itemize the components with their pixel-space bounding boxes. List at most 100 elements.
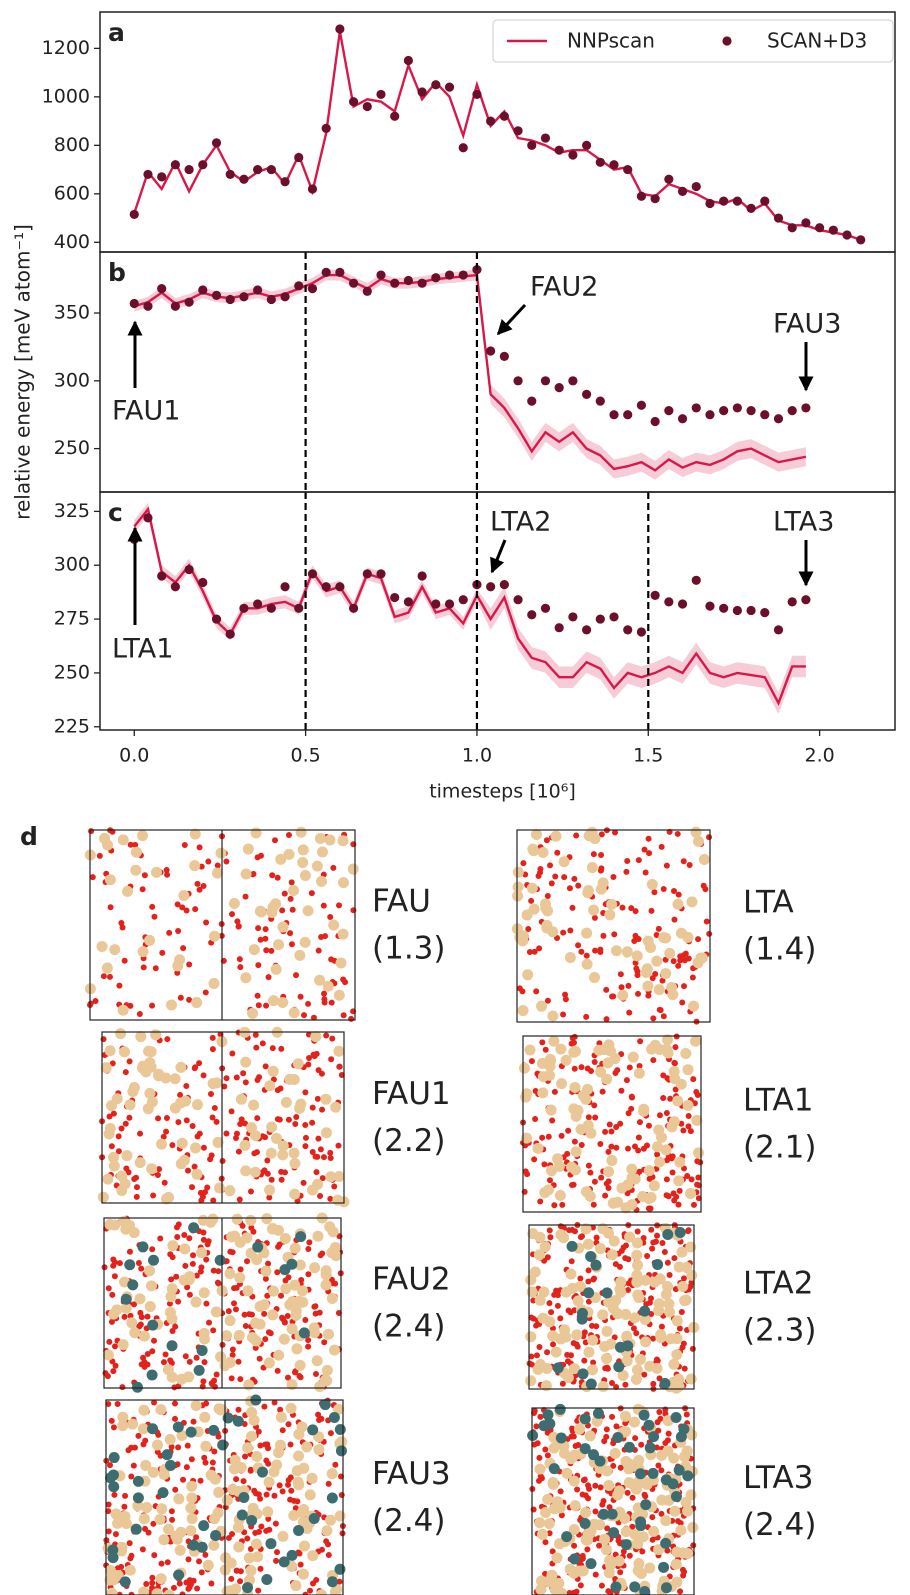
atom xyxy=(541,1363,552,1374)
atom xyxy=(706,931,712,937)
atom xyxy=(671,1060,677,1066)
atom xyxy=(158,1487,169,1498)
atom xyxy=(166,930,172,936)
atom xyxy=(600,933,606,939)
atom xyxy=(264,1080,275,1091)
data-point xyxy=(445,270,454,279)
atom xyxy=(223,1130,229,1136)
atom xyxy=(97,941,108,952)
atom xyxy=(650,1537,656,1543)
atom xyxy=(677,1588,683,1594)
data-point xyxy=(637,192,646,201)
atom xyxy=(164,872,170,878)
atom xyxy=(265,1171,271,1177)
atom xyxy=(172,1487,178,1493)
atom xyxy=(214,1372,220,1378)
annotation-arrow xyxy=(498,305,525,334)
atom xyxy=(273,939,284,950)
atom xyxy=(293,1296,304,1307)
atom xyxy=(318,1146,324,1152)
atom xyxy=(522,910,533,921)
atom xyxy=(581,1186,592,1197)
atom xyxy=(289,1007,300,1018)
atom xyxy=(651,889,657,895)
atom xyxy=(265,1445,271,1451)
atom xyxy=(240,1057,251,1068)
atom xyxy=(641,1372,647,1378)
data-point xyxy=(527,610,536,619)
data-point xyxy=(801,403,810,412)
atom xyxy=(129,1082,140,1093)
atom xyxy=(284,1074,295,1085)
atom xyxy=(141,1066,152,1077)
atom xyxy=(202,1552,208,1558)
atom xyxy=(248,1100,259,1111)
atom xyxy=(636,857,642,863)
atom xyxy=(118,1005,129,1016)
atom xyxy=(299,1540,310,1551)
atom xyxy=(239,1140,250,1151)
atom xyxy=(538,1071,549,1082)
atom xyxy=(255,1077,261,1083)
atom xyxy=(667,989,678,1000)
atom xyxy=(199,1333,210,1344)
atom xyxy=(292,1121,298,1127)
atom xyxy=(663,1298,674,1309)
atom xyxy=(649,1246,655,1252)
atom xyxy=(561,1531,572,1542)
atom xyxy=(302,1317,308,1323)
atom xyxy=(174,1234,180,1240)
atom xyxy=(530,1267,541,1278)
atom xyxy=(165,1434,176,1445)
atom xyxy=(265,1261,271,1267)
atom xyxy=(131,1463,137,1469)
atom xyxy=(147,1096,158,1107)
atom xyxy=(109,1292,115,1298)
atom xyxy=(525,1044,536,1055)
atom xyxy=(270,1045,276,1051)
atom xyxy=(298,844,309,855)
y-tick-label: 350 xyxy=(54,302,90,324)
atom xyxy=(310,1149,316,1155)
atom xyxy=(173,1493,184,1504)
atom xyxy=(145,1301,156,1312)
atom xyxy=(265,1538,276,1549)
atom xyxy=(271,1133,282,1144)
atom xyxy=(604,1016,610,1022)
atom xyxy=(123,1121,129,1127)
atom xyxy=(624,858,630,864)
atom xyxy=(120,1576,131,1587)
atom xyxy=(143,1581,149,1587)
atom xyxy=(677,1547,688,1558)
data-point xyxy=(774,414,783,423)
atom xyxy=(182,842,188,848)
atom xyxy=(192,1064,198,1070)
atom xyxy=(302,1122,308,1128)
atom xyxy=(599,1534,610,1545)
atom xyxy=(150,1029,161,1040)
atom xyxy=(682,1366,688,1372)
atom xyxy=(217,1439,228,1450)
structure-name: FAU3 xyxy=(372,1456,451,1492)
atom xyxy=(533,1143,544,1154)
atom xyxy=(153,965,159,971)
atom xyxy=(622,946,633,957)
atom xyxy=(156,1503,167,1514)
atom xyxy=(167,1240,178,1251)
atom xyxy=(638,1442,644,1448)
atom xyxy=(175,928,181,934)
atom xyxy=(203,989,209,995)
atom xyxy=(645,993,651,999)
atom xyxy=(251,1488,257,1494)
atom xyxy=(672,1095,683,1106)
atom xyxy=(208,1540,219,1551)
atom xyxy=(243,1379,254,1390)
atom xyxy=(572,1139,578,1145)
data-point xyxy=(322,268,331,277)
atom xyxy=(336,902,342,908)
atom xyxy=(312,1053,318,1059)
atom xyxy=(250,1229,256,1235)
atom xyxy=(246,1407,257,1418)
atom xyxy=(187,1577,193,1583)
